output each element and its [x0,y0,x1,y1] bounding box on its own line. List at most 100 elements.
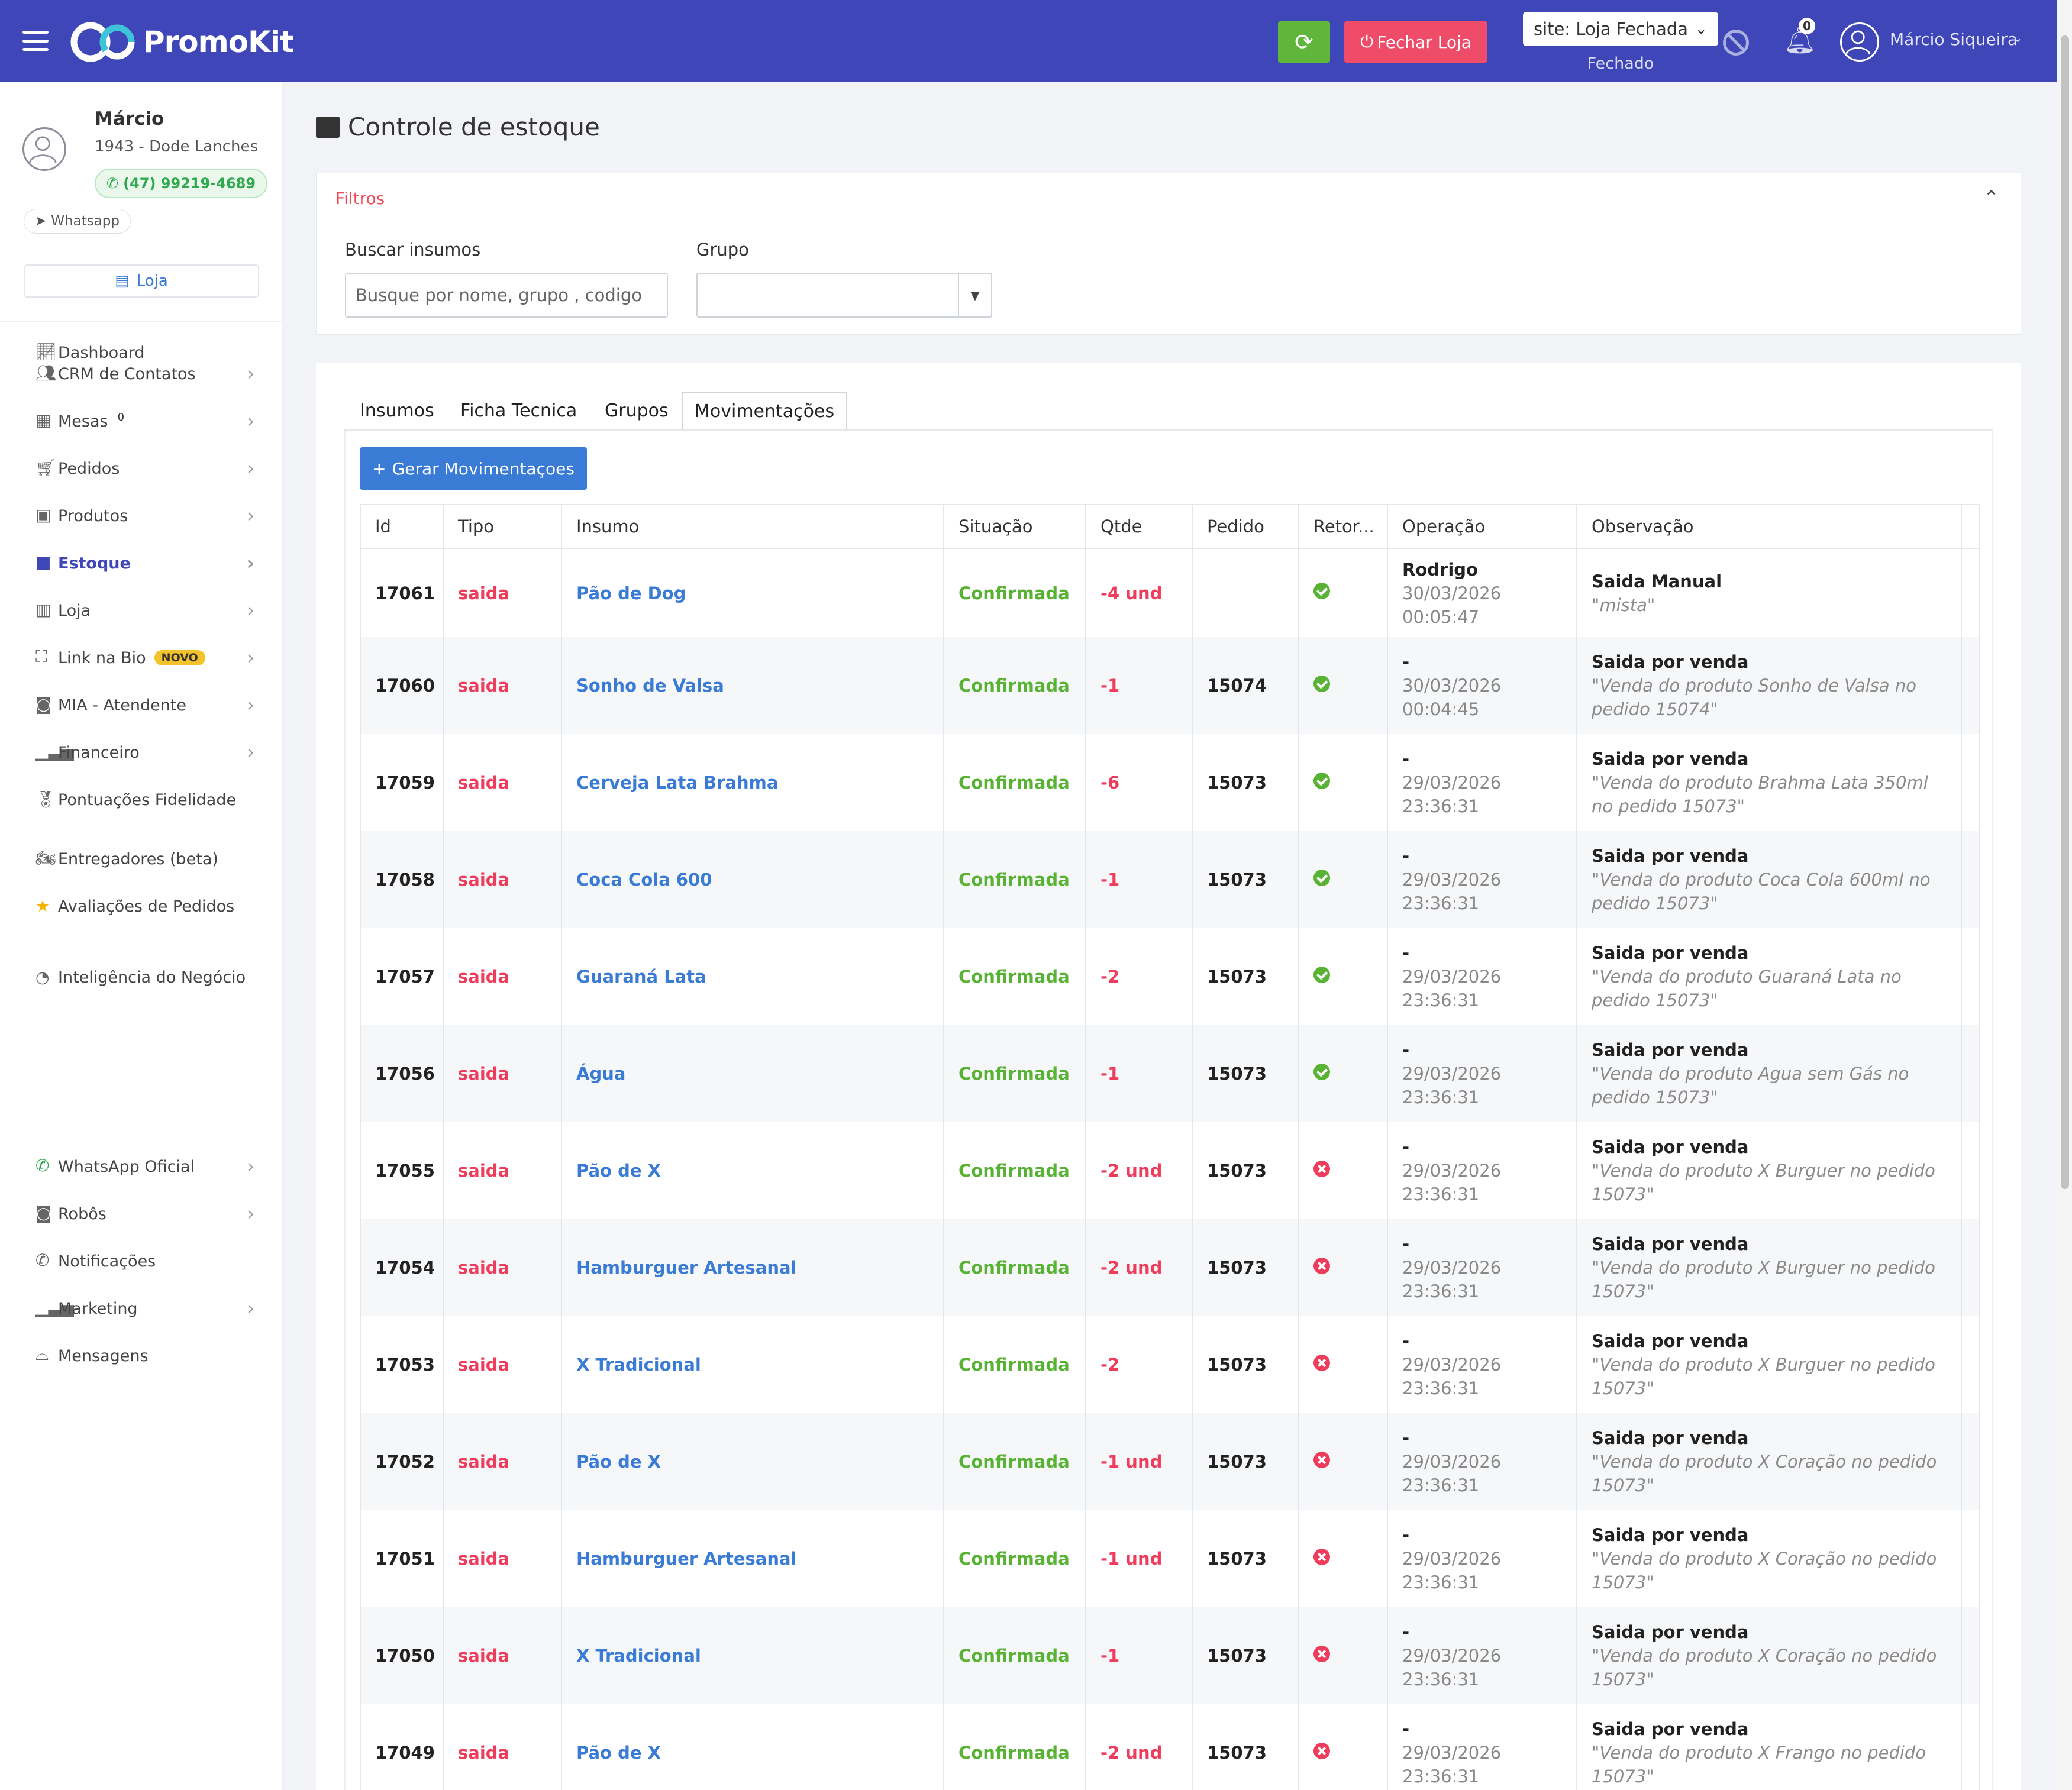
sidebar-item-whatsapp-oficial[interactable]: ✆ WhatsApp Oficial › [35,1155,254,1179]
scrollbar-thumb[interactable] [2061,35,2069,1189]
sidebar-item-produtos[interactable]: ▣ Produtos › [35,505,254,528]
sidebar-item-robos[interactable]: ◙ Robôs › [35,1203,254,1226]
cell-spacer [1961,1510,1980,1607]
cell-insumo-link[interactable]: Hamburguer Artesanal [561,1219,944,1316]
column-header-observacao[interactable]: Observação [1576,504,1962,549]
cell-insumo-link[interactable]: Água [561,1025,944,1122]
sidebar-item-mensagens[interactable]: ⌓ Mensagens [35,1345,254,1368]
generate-movements-button[interactable]: + Gerar Movimentaçoes [360,447,587,490]
table-row[interactable]: 17053 saida X Tradicional Confirmada -2 15073… [360,1316,1980,1413]
table-row[interactable]: 17059 saida Cerveja Lata Brahma Confirmada -… [360,734,1980,831]
sidebar-item-link-na-bio[interactable]: ⛶ Link na Bio NOVO › [35,647,254,671]
cell-spacer [1961,734,1980,831]
cell-insumo-link[interactable]: Sonho de Valsa [561,637,944,734]
sidebar-store-name: 1943 - Dode Lanches [95,138,258,156]
table-row[interactable]: 17050 saida X Tradicional Confirmada -1 15073… [360,1607,1980,1704]
user-avatar[interactable] [1840,22,1879,62]
group-label: Grupo [696,240,749,260]
sidebar-item-financeiro[interactable]: ▁▃▅ Financeiro › [35,741,254,765]
table-row[interactable]: 17061 saida Pão de Dog Confirmada -4 und Rodr… [360,548,1980,637]
brand-logo[interactable]: PromoKit [70,21,294,63]
cell-insumo-link[interactable]: Hamburguer Artesanal [561,1510,944,1607]
cell-insumo-link[interactable]: X Tradicional [561,1316,944,1413]
cell-insumo-link[interactable]: Coca Cola 600 [561,831,944,928]
cell-insumo-link[interactable]: Cerveja Lata Brahma [561,734,944,831]
sidebar-item-pontuacoes[interactable]: 🏅︎ Pontuações Fidelidade [35,789,260,812]
sidebar-item-estoque[interactable]: ■ Estoque › [35,552,254,576]
close-store-button[interactable]: ⏻ Fechar Loja [1344,21,1487,63]
cell-observacao: Saida Manual "mista" [1576,548,1962,637]
observation-title: Saida por venda [1592,943,1749,963]
sidebar-item-dashboard[interactable]: 📈︎ Dashboard [35,341,254,365]
sidebar-item-crm[interactable]: 👥︎ CRM de Contatos › [35,363,254,386]
sidebar-item-entregadores[interactable]: 🏍︎ Entregadores (beta) [35,848,254,871]
table-row[interactable]: 17055 saida Pão de X Confirmada -2 und 15073-… [360,1122,1980,1219]
table-row[interactable]: 17058 saida Coca Cola 600 Confirmada -1 15073… [360,831,1980,928]
column-header-qtde[interactable]: Qtde [1085,504,1193,549]
column-header-situacao[interactable]: Situação [943,504,1086,549]
sidebar-item-marketing[interactable]: ▁▃▅ Marketing › [35,1297,254,1321]
column-header-id[interactable]: Id [360,504,444,549]
cell-insumo-link[interactable]: Pão de X [561,1704,944,1790]
cell-insumo-link[interactable]: X Tradicional [561,1607,944,1704]
tab-movimentacoes[interactable]: Movimentações [682,392,848,429]
chevron-up-icon[interactable]: ⌃ [1983,186,1999,209]
column-header-operacao[interactable]: Operação [1387,504,1577,549]
sidebar-item-loja[interactable]: ▥ Loja › [35,599,254,623]
users-icon: 👥︎ [35,363,57,383]
table-row[interactable]: 17049 saida Pão de X Confirmada -2 und 15073 -… [360,1704,1980,1790]
observation-text: "mista" [1592,594,1655,615]
sidebar-item-inteligencia[interactable]: ◔ Inteligência do Negócio [35,966,260,990]
cell-insumo-link[interactable]: Pão de X [561,1122,944,1219]
table-row[interactable]: 17060 saida Sonho de Valsa Confirmada -1 1507… [360,637,1980,734]
tab-insumos[interactable]: Insumos [360,400,434,421]
store-button[interactable]: ▤ Loja [24,264,259,298]
table-row[interactable]: 17054 saida Hamburguer Artesanal Confirmada… [360,1219,1980,1316]
cell-pedido: 15073 [1192,1219,1299,1316]
ban-icon[interactable] [1723,30,1749,56]
column-header-spacer [1961,504,1980,549]
phone-number: (47) 99219-4689 [123,175,256,192]
chevron-down-icon[interactable]: ⌄ [2013,31,2023,45]
user-menu[interactable]: Márcio Siqueira [1890,30,2018,49]
table-row[interactable]: 17051 saida Hamburguer Artesanal Confirmada… [360,1510,1980,1607]
column-header-insumo[interactable]: Insumo [561,504,944,549]
site-status-select[interactable]: site: Loja Fechada ⌄ [1523,12,1718,46]
cell-observacao: Saida por venda "Venda do produto X Coraç… [1576,1607,1962,1704]
refresh-button[interactable]: ⟳ [1278,21,1330,63]
sidebar-item-mia[interactable]: ◙ MIA - Atendente › [35,694,254,718]
operation-user: - [1402,749,1410,769]
whatsapp-button[interactable]: ➤ Whatsapp [24,209,131,234]
table-row[interactable]: 17056 saida Água Confirmada -1 15073 - 29/03/20… [360,1025,1980,1122]
cell-insumo-link[interactable]: Pão de Dog [561,548,944,637]
tab-grupos[interactable]: Grupos [605,400,669,421]
sidebar-item-mesas[interactable]: ▦ Mesas 0 › [35,410,254,435]
group-select[interactable]: ▼ [696,273,992,318]
operation-user: - [1402,1428,1410,1448]
phone-badge[interactable]: ✆ (47) 99219-4689 [95,169,268,198]
operation-user: - [1402,1137,1410,1157]
filters-header[interactable]: Filtros ⌃ [317,173,2021,224]
cell-situacao: Confirmada [943,1316,1086,1413]
tab-ficha-tecnica[interactable]: Ficha Tecnica [460,400,577,421]
page-scrollbar[interactable] [2057,0,2072,1790]
table-row[interactable]: 17057 saida Guaraná Lata Confirmada -2 15073-… [360,928,1980,1025]
sidebar-item-notificacoes[interactable]: ✆ Notificações [35,1250,254,1274]
cell-insumo-link[interactable]: Guaraná Lata [561,928,944,1025]
column-header-pedido[interactable]: Pedido [1192,504,1299,549]
observation-title: Saida por venda [1592,1719,1749,1739]
sidebar: Márcio 1943 - Dode Lanches ✆ (47) 99219-4… [0,82,283,1790]
cell-insumo-link[interactable]: Pão de X [561,1413,944,1510]
search-label: Buscar insumos [345,240,481,260]
sidebar-item-avaliacoes[interactable]: ★ Avaliações de Pedidos [35,895,260,919]
table-row[interactable]: 17052 saida Pão de X Confirmada -1 und 15073-… [360,1413,1980,1510]
menu-icon[interactable] [22,31,49,51]
cell-id: 17059 [360,734,444,831]
column-header-retorno[interactable]: Retor... [1298,504,1388,549]
cell-tipo: saida [443,831,562,928]
cell-tipo: saida [443,1704,562,1790]
motorcycle-icon: 🏍︎ [35,848,57,868]
sidebar-item-pedidos[interactable]: 🛒︎ Pedidos › [35,457,254,481]
column-header-tipo[interactable]: Tipo [443,504,562,549]
search-input[interactable] [345,273,668,318]
